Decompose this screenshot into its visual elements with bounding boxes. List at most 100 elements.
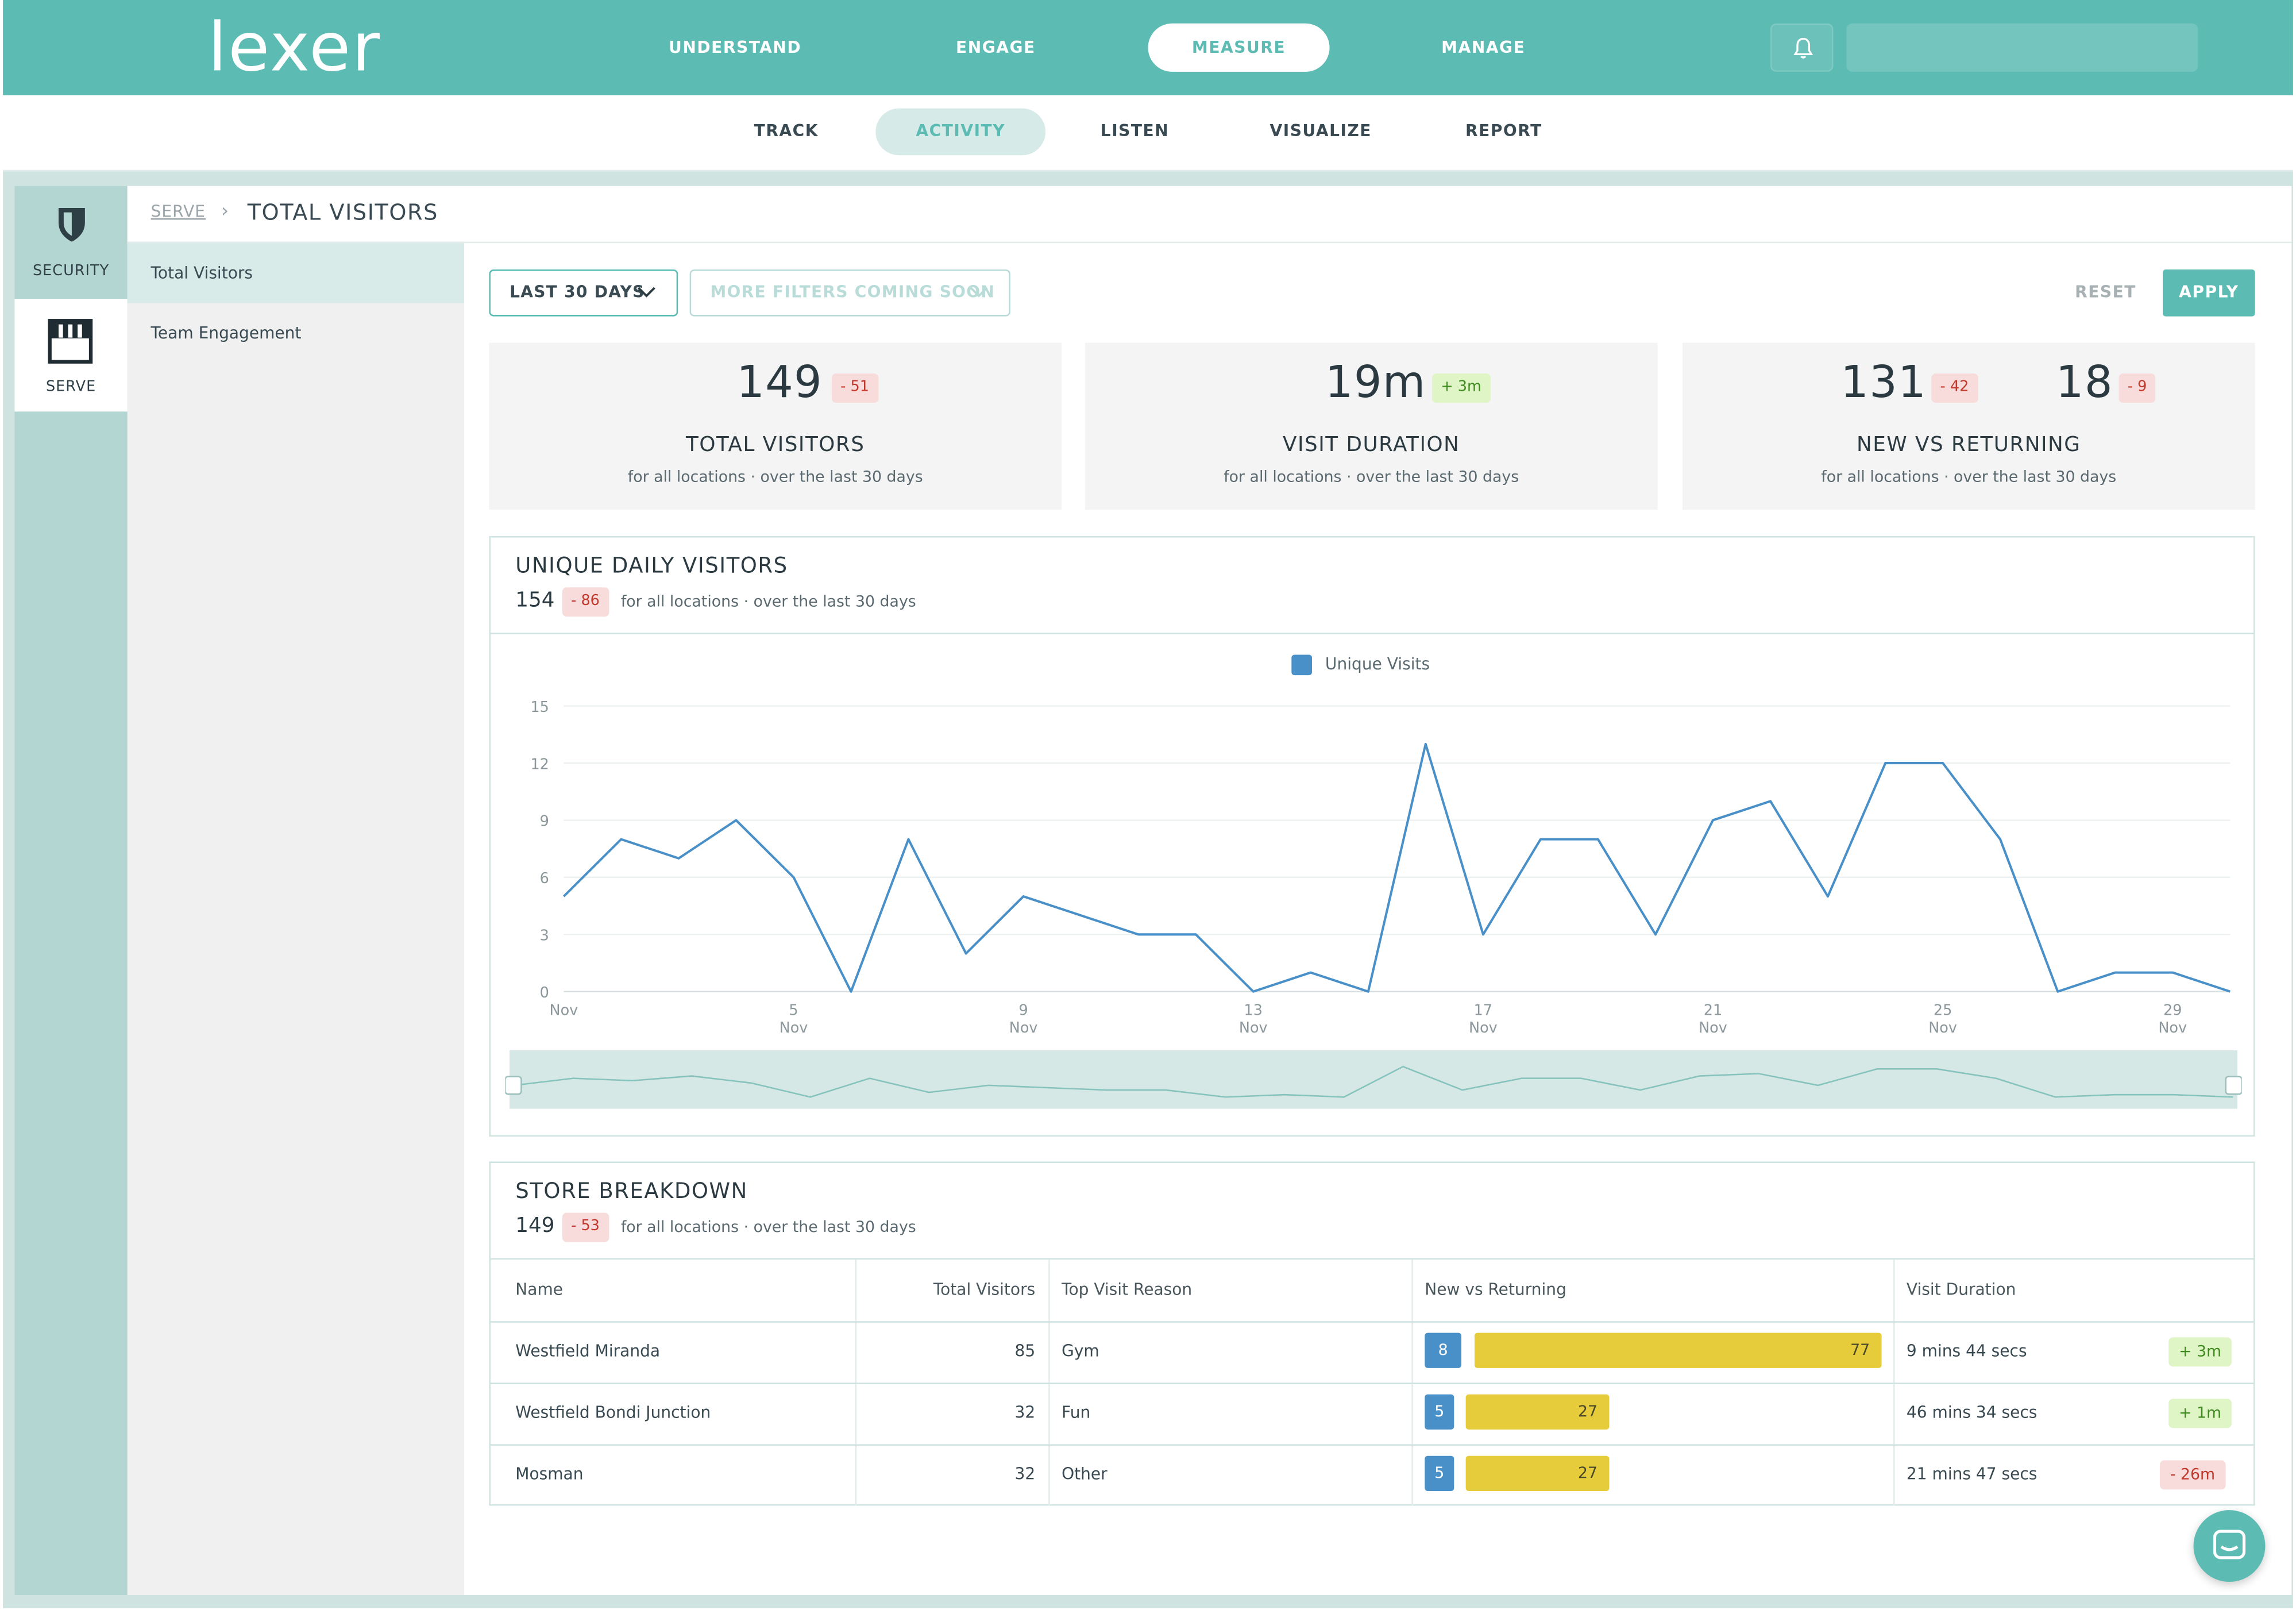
x-tick-label: 29 <box>2163 1002 2182 1019</box>
x-tick-label: Nov <box>1469 1019 1498 1035</box>
y-tick-label: 12 <box>530 756 549 773</box>
row-divider <box>490 1444 2254 1446</box>
column-header-visit-duration[interactable]: Visit Duration <box>1906 1280 2016 1300</box>
chevron-down-icon <box>970 287 988 298</box>
range-navigator[interactable] <box>505 1050 2242 1112</box>
column-header-top-visit-reason[interactable]: Top Visit Reason <box>1062 1280 1193 1300</box>
new-visitors-box: 5 <box>1425 1394 1454 1430</box>
kpi-subtitle: for all locations · over the last 30 day… <box>627 468 923 487</box>
top-bar: lexer UNDERSTAND ENGAGE MEASURE MANAGE <box>3 0 2293 95</box>
column-divider <box>1048 1260 1050 1506</box>
sub-nav-bar: TRACK ACTIVITY LISTEN VISUALIZE REPORT <box>3 95 2293 172</box>
date-range-dropdown[interactable]: LAST 30 DAYS <box>489 269 678 317</box>
x-tick-label: Nov <box>1928 1019 1957 1035</box>
topnav-manage[interactable]: MANAGE <box>1441 38 1526 57</box>
kpi-delta-badge-new: - 42 <box>1931 373 1978 403</box>
card-value: 154 <box>515 588 555 613</box>
kpi-delta-badge: + 3m <box>1432 373 1491 403</box>
apply-button[interactable]: APPLY <box>2163 269 2255 317</box>
card-title: UNIQUE DAILY VISITORS <box>515 555 788 579</box>
kpi-value: 19m <box>1325 357 1426 409</box>
visit-duration: 46 mins 34 secs <box>1906 1403 2038 1423</box>
x-tick-label: 17 <box>1474 1002 1492 1019</box>
subnav-listen[interactable]: LISTEN <box>1100 121 1170 141</box>
rail-item-label: SECURITY <box>32 263 110 280</box>
sidenav-item-team-engagement[interactable]: Team Engagement <box>151 323 302 343</box>
duration-delta-badge: + 3m <box>2168 1337 2232 1367</box>
rail-item-security[interactable]: SECURITY <box>14 186 127 299</box>
column-header-name[interactable]: Name <box>515 1280 564 1300</box>
store-icon <box>48 319 93 364</box>
navigator-track <box>510 1050 2238 1109</box>
column-header-total-visitors[interactable]: Total Visitors <box>933 1280 1036 1300</box>
kpi-value-returning: 18 <box>2055 357 2113 409</box>
x-tick-label: 13 <box>1244 1002 1263 1019</box>
x-tick-label: 9 <box>1019 1002 1028 1019</box>
kpi-subtitle: for all locations · over the last 30 day… <box>1224 468 1519 487</box>
column-divider <box>1411 1260 1413 1506</box>
module-rail <box>14 186 128 1595</box>
chat-icon <box>2213 1530 2246 1559</box>
returning-visitors-bar: 27 <box>1465 1394 1610 1430</box>
store-total-visitors: 32 <box>1014 1465 1036 1484</box>
legend-swatch <box>1291 654 1312 676</box>
card-title: STORE BREAKDOWN <box>515 1180 748 1204</box>
returning-visitors-bar: 77 <box>1474 1332 1882 1368</box>
shield-icon <box>58 207 85 242</box>
card-delta-badge: - 86 <box>562 587 609 617</box>
subnav-track[interactable]: TRACK <box>754 121 819 141</box>
y-tick-label: 6 <box>540 870 549 887</box>
kpi-value: 149 <box>736 357 823 409</box>
x-tick-label: Nov <box>550 1002 578 1019</box>
user-menu[interactable] <box>1846 23 2198 72</box>
store-breakdown-card: STORE BREAKDOWN 149 - 53 for all locatio… <box>489 1161 2255 1506</box>
x-tick-label: 5 <box>789 1002 798 1019</box>
store-visit-reason: Fun <box>1062 1403 1091 1423</box>
legend-label[interactable]: Unique Visits <box>1325 654 1430 674</box>
divider <box>490 633 2254 634</box>
divider <box>490 1258 2254 1260</box>
notifications-button[interactable] <box>1770 23 1834 72</box>
x-tick-label: Nov <box>2158 1019 2187 1035</box>
rail-item-serve[interactable]: SERVE <box>14 299 128 412</box>
series-line-unique-visits <box>562 742 2231 993</box>
breadcrumb-parent-link[interactable]: SERVE <box>151 202 206 221</box>
navigator-right-handle[interactable] <box>2225 1076 2242 1095</box>
visit-duration: 9 mins 44 secs <box>1906 1341 2027 1361</box>
rail-item-label: SERVE <box>45 379 97 396</box>
column-header-new-vs-returning[interactable]: New vs Returning <box>1425 1280 1566 1300</box>
new-visitors-box: 5 <box>1425 1455 1454 1491</box>
topnav-engage[interactable]: ENGAGE <box>956 38 1036 57</box>
navigator-left-handle[interactable] <box>505 1076 522 1095</box>
subnav-visualize[interactable]: VISUALIZE <box>1269 121 1372 141</box>
breadcrumb: SERVE › TOTAL VISITORS <box>127 186 2292 244</box>
duration-delta-badge: + 1m <box>2168 1399 2232 1428</box>
subnav-report[interactable]: REPORT <box>1465 121 1542 141</box>
lexer-logo[interactable]: lexer <box>207 7 381 87</box>
store-name: Westfield Miranda <box>515 1341 661 1361</box>
x-tick-label: 25 <box>1934 1002 1952 1019</box>
sidenav-item-total-visitors[interactable]: Total Visitors <box>127 243 465 303</box>
kpi-new-vs-returning: 131 - 42 18 - 9 NEW VS RETURNING for all… <box>1682 342 2255 510</box>
x-tick-label: Nov <box>1239 1019 1268 1035</box>
y-tick-label: 0 <box>540 984 549 1002</box>
y-tick-label: 15 <box>530 699 549 716</box>
reset-button[interactable]: RESET <box>2075 282 2136 302</box>
x-tick-label: Nov <box>1009 1019 1038 1035</box>
x-tick-label: Nov <box>1699 1019 1727 1035</box>
topnav-understand[interactable]: UNDERSTAND <box>669 38 802 57</box>
kpi-value-new: 131 <box>1840 357 1927 409</box>
topnav-measure[interactable]: MEASURE <box>1148 23 1330 72</box>
column-divider <box>855 1260 857 1506</box>
row-divider <box>490 1321 2254 1323</box>
kpi-title: TOTAL VISITORS <box>686 433 865 457</box>
chat-launcher-button[interactable] <box>2193 1510 2266 1582</box>
more-filters-dropdown[interactable]: MORE FILTERS COMING SOON <box>689 269 1010 317</box>
chevron-down-icon <box>638 287 655 298</box>
navigator-line <box>514 1065 2233 1098</box>
store-visit-reason: Gym <box>1062 1341 1099 1361</box>
kpi-subtitle: for all locations · over the last 30 day… <box>1821 468 2117 487</box>
subnav-activity[interactable]: ACTIVITY <box>875 108 1046 156</box>
